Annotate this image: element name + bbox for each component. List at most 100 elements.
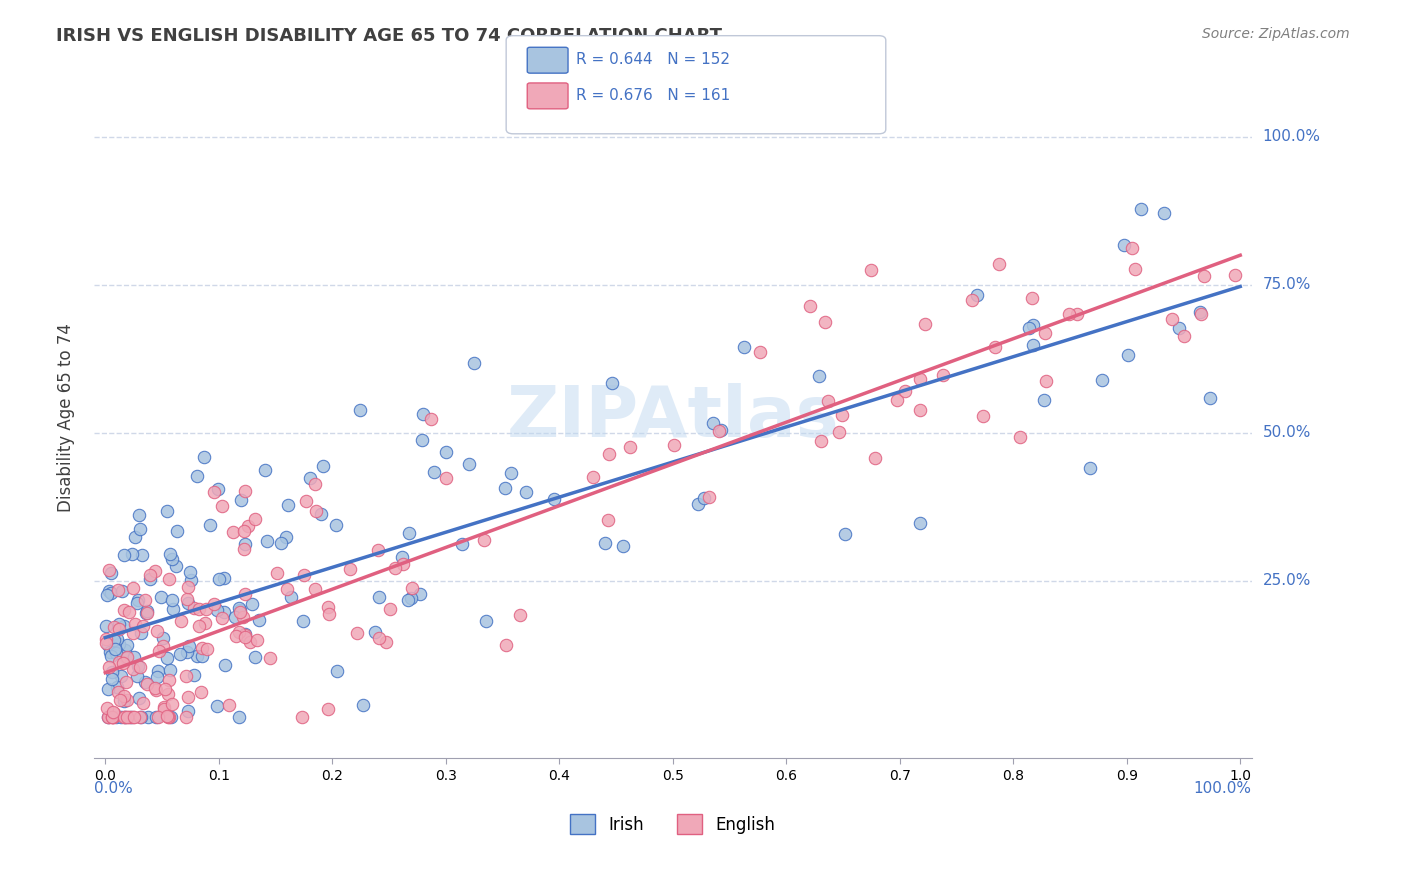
Irish xyxy=(176,645,198,659)
Irish xyxy=(494,482,516,496)
English xyxy=(318,607,340,621)
English xyxy=(129,660,152,674)
Irish xyxy=(228,709,250,723)
Irish xyxy=(127,593,149,607)
Irish xyxy=(228,603,250,617)
Irish xyxy=(475,614,498,628)
English xyxy=(94,635,117,649)
Irish xyxy=(162,592,184,607)
Irish xyxy=(367,590,389,604)
English xyxy=(582,470,605,484)
English xyxy=(316,599,339,614)
English xyxy=(814,314,837,328)
Irish xyxy=(145,709,167,723)
English xyxy=(860,263,883,277)
Irish xyxy=(612,539,634,553)
English xyxy=(100,709,122,723)
Irish xyxy=(139,573,162,587)
Irish xyxy=(409,587,432,601)
Irish xyxy=(280,591,302,605)
Text: R = 0.676   N = 161: R = 0.676 N = 161 xyxy=(576,88,731,103)
English xyxy=(367,542,389,557)
English xyxy=(101,709,124,723)
Irish xyxy=(177,596,200,610)
Irish xyxy=(242,597,264,611)
English xyxy=(176,580,198,594)
Irish xyxy=(710,423,733,437)
Irish xyxy=(162,602,184,616)
English xyxy=(145,624,167,638)
English xyxy=(176,592,198,607)
English xyxy=(886,393,908,408)
Irish xyxy=(111,584,134,599)
English xyxy=(233,542,256,557)
Irish xyxy=(411,434,433,448)
Text: ZIPAtlas: ZIPAtlas xyxy=(506,384,839,452)
English xyxy=(239,635,262,649)
Irish xyxy=(134,674,156,689)
English xyxy=(103,706,125,721)
Irish xyxy=(693,491,716,505)
English xyxy=(1057,307,1080,321)
English xyxy=(112,603,135,617)
English xyxy=(380,602,402,616)
Irish xyxy=(245,650,267,665)
Irish xyxy=(146,664,169,678)
English xyxy=(749,345,772,359)
Irish xyxy=(112,619,135,633)
English xyxy=(117,709,139,723)
Irish xyxy=(193,450,215,465)
English xyxy=(97,660,120,674)
Irish xyxy=(114,709,136,723)
English xyxy=(392,558,415,572)
Irish xyxy=(105,632,128,646)
English xyxy=(152,639,174,653)
English xyxy=(972,409,994,424)
English xyxy=(346,626,368,640)
Legend: Irish, English: Irish, English xyxy=(564,807,782,841)
English xyxy=(194,616,217,631)
English xyxy=(101,709,124,723)
English xyxy=(1121,242,1143,256)
Irish xyxy=(593,536,616,550)
English xyxy=(932,368,955,382)
Irish xyxy=(114,642,136,657)
Irish xyxy=(1033,393,1056,408)
Irish xyxy=(1130,202,1153,217)
English xyxy=(129,709,152,723)
English xyxy=(195,642,218,657)
Irish xyxy=(702,416,724,430)
English xyxy=(160,697,183,711)
Irish xyxy=(160,552,183,566)
Irish xyxy=(247,613,270,627)
Irish xyxy=(156,504,179,518)
English xyxy=(434,471,457,485)
Irish xyxy=(198,518,221,533)
English xyxy=(122,709,145,723)
English xyxy=(211,499,233,513)
Irish xyxy=(1078,461,1101,475)
Irish xyxy=(434,444,457,458)
English xyxy=(960,293,983,307)
English xyxy=(132,696,155,710)
English xyxy=(218,698,240,713)
Irish xyxy=(165,558,187,573)
English xyxy=(134,592,156,607)
Irish xyxy=(169,647,191,661)
Irish xyxy=(1091,373,1114,387)
Text: 50.0%: 50.0% xyxy=(1263,425,1310,440)
English xyxy=(914,318,936,332)
English xyxy=(143,564,166,578)
English xyxy=(143,681,166,696)
Irish xyxy=(364,625,387,640)
Text: 25.0%: 25.0% xyxy=(1263,573,1310,588)
English xyxy=(97,709,120,723)
Irish xyxy=(352,698,374,712)
English xyxy=(259,650,281,665)
English xyxy=(98,563,121,577)
English xyxy=(112,709,135,723)
Irish xyxy=(270,536,292,550)
Irish xyxy=(180,573,202,587)
English xyxy=(863,450,886,465)
English xyxy=(619,440,641,454)
